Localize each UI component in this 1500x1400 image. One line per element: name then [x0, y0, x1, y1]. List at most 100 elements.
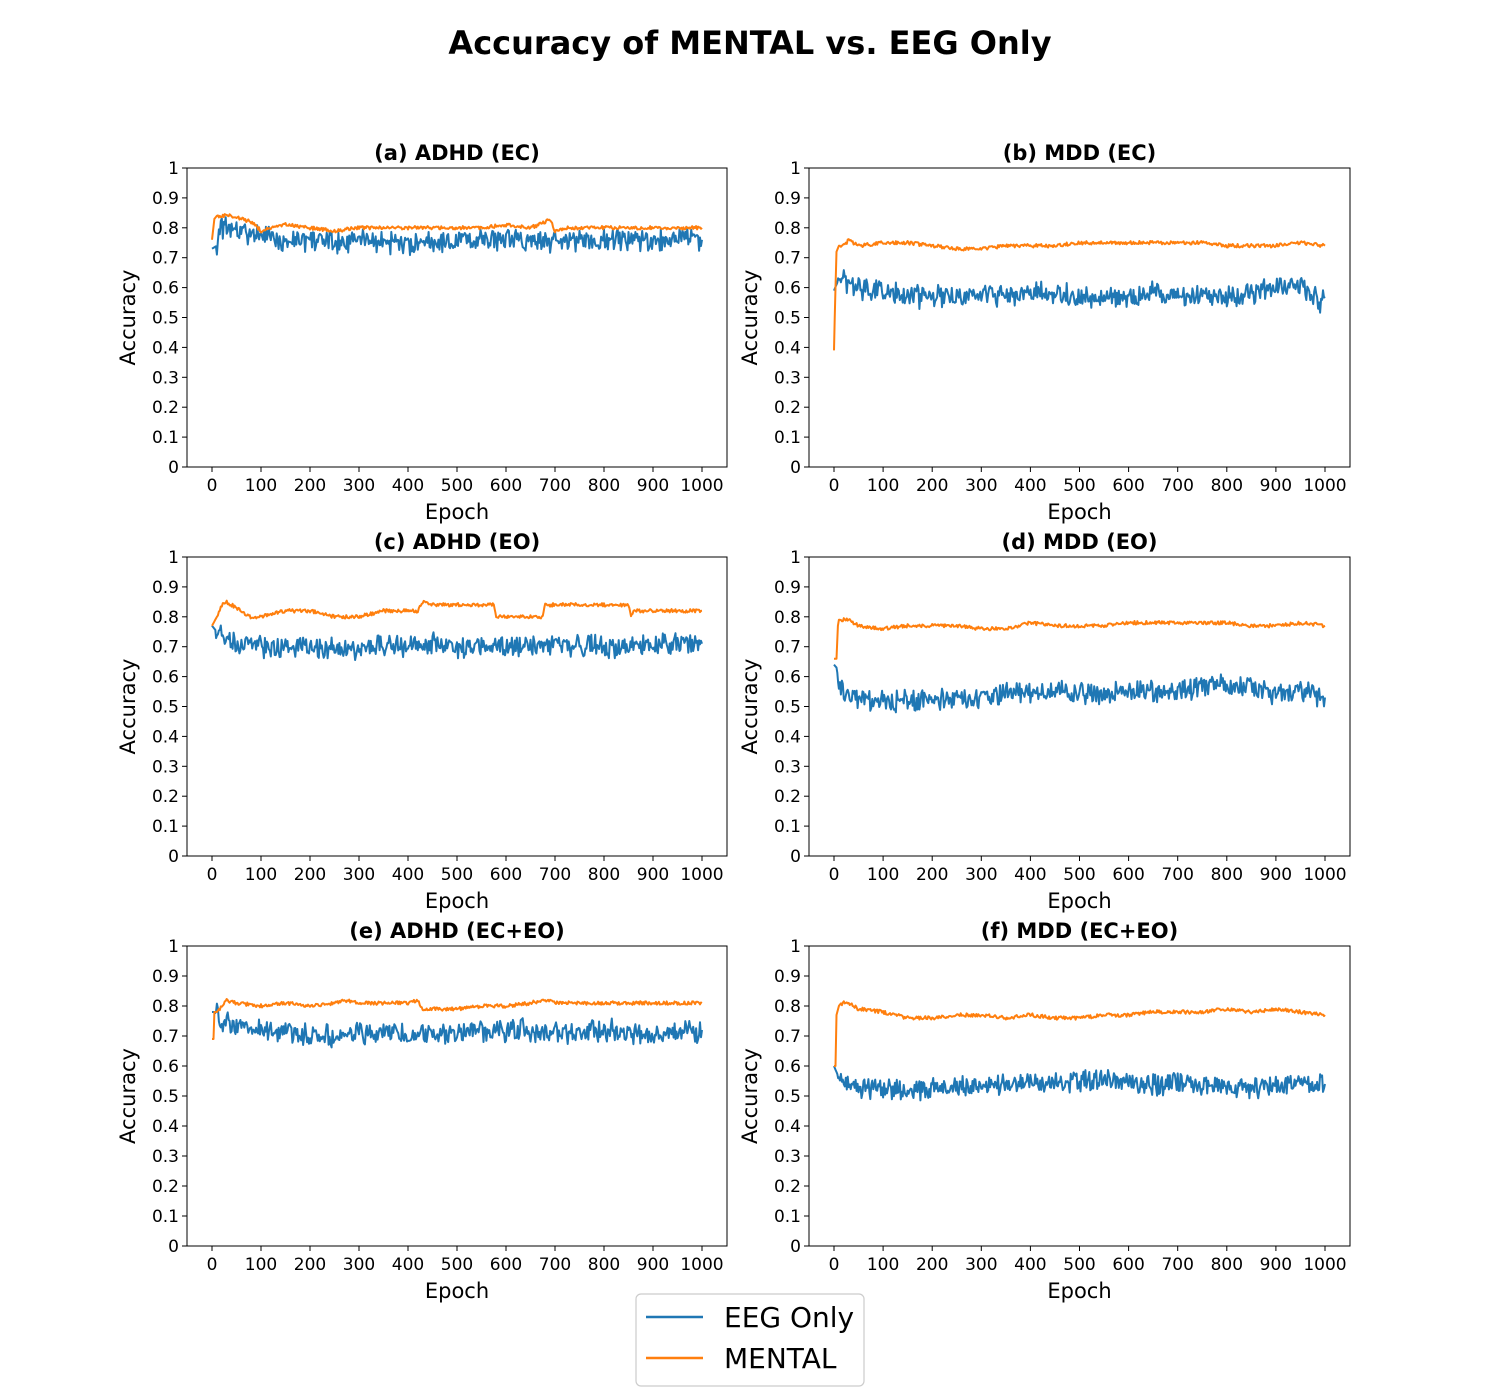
series-line-eeg-only: [211, 216, 703, 257]
x-tick-label: 900: [1260, 865, 1292, 885]
y-tick-label: 0.7: [152, 638, 179, 658]
x-tick-label: 700: [1161, 476, 1193, 496]
y-tick-label: 0.6: [774, 1057, 801, 1077]
y-tick-label: 0: [168, 1237, 179, 1257]
y-tick-label: 0.7: [774, 249, 801, 269]
x-tick-label: 100: [867, 1255, 899, 1275]
y-tick-label: 0.8: [152, 997, 179, 1017]
x-tick-label: 600: [490, 476, 522, 496]
y-tick-label: 1: [168, 548, 179, 568]
y-tick-label: 0.1: [774, 428, 801, 448]
x-axis-label: Epoch: [425, 889, 489, 913]
x-tick-label: 500: [441, 476, 473, 496]
y-tick-label: 0.3: [152, 368, 179, 388]
x-tick-label: 800: [1211, 1255, 1243, 1275]
y-tick-label: 0.2: [152, 1177, 179, 1197]
y-tick-label: 0.6: [774, 279, 801, 299]
x-tick-label: 600: [1112, 476, 1144, 496]
x-tick-label: 500: [1063, 1255, 1095, 1275]
y-tick-label: 1: [168, 159, 179, 179]
x-tick-label: 200: [916, 476, 948, 496]
x-tick-label: 400: [392, 1255, 424, 1275]
y-tick-label: 0.9: [774, 967, 801, 987]
y-tick-label: 0.1: [774, 1207, 801, 1227]
series-line-mental: [211, 998, 703, 1040]
x-tick-label: 400: [392, 865, 424, 885]
x-tick-label: 900: [637, 1255, 669, 1275]
x-tick-label: 400: [1014, 1255, 1046, 1275]
x-tick-label: 200: [294, 865, 326, 885]
y-tick-label: 0.2: [774, 398, 801, 418]
x-tick-label: 700: [1161, 1255, 1193, 1275]
x-tick-label: 0: [207, 1255, 218, 1275]
y-tick-label: 0.5: [152, 309, 179, 329]
x-tick-label: 1000: [680, 865, 723, 885]
y-tick-label: 0.5: [774, 698, 801, 718]
y-tick-label: 0.8: [774, 219, 801, 239]
series-line-mental: [833, 238, 1326, 351]
chart-panel: (c) ADHD (EO) 0 0.1 0.2 0.3 0.4 0.5 0.6 0.7 0.8 0.…: [116, 530, 728, 913]
y-tick-label: 0.3: [774, 368, 801, 388]
y-tick-label: 0.6: [152, 668, 179, 688]
x-tick-label: 200: [294, 476, 326, 496]
x-tick-label: 300: [343, 476, 375, 496]
y-tick-label: 0.9: [774, 578, 801, 598]
panel-title: (e) ADHD (EC+EO): [349, 919, 565, 943]
y-tick-label: 0.4: [774, 338, 801, 358]
panel-title: (a) ADHD (EC): [374, 141, 540, 165]
x-tick-label: 100: [245, 865, 277, 885]
y-tick-label: 0.3: [152, 757, 179, 777]
y-tick-label: 0.8: [152, 219, 179, 239]
x-tick-label: 1000: [1303, 476, 1346, 496]
legend: EEG Only MENTAL: [635, 1293, 865, 1387]
x-tick-label: 300: [965, 865, 997, 885]
y-tick-label: 0.4: [774, 1117, 801, 1137]
x-tick-label: 500: [441, 865, 473, 885]
y-tick-label: 1: [168, 937, 179, 957]
y-axis-label: Accuracy: [738, 1048, 762, 1144]
y-tick-label: 0.2: [152, 398, 179, 418]
x-tick-label: 100: [867, 476, 899, 496]
legend-label-eeg-only: EEG Only: [724, 1301, 854, 1334]
x-tick-label: 900: [1260, 1255, 1292, 1275]
y-axis-label: Accuracy: [116, 659, 140, 755]
x-tick-label: 800: [588, 865, 620, 885]
y-tick-label: 0.3: [152, 1147, 179, 1167]
chart-panel: (a) ADHD (EC) 0 0.1 0.2 0.3 0.4 0.5 0.6 0.7 0.8 0.…: [116, 141, 728, 524]
x-tick-label: 0: [829, 476, 840, 496]
chart-panel: (d) MDD (EO) 0 0.1 0.2 0.3 0.4 0.5 0.6 0.7 0.8 0.9…: [738, 530, 1351, 913]
x-axis-label: Epoch: [1047, 500, 1111, 524]
y-tick-label: 0.8: [774, 608, 801, 628]
y-tick-label: 1: [790, 548, 801, 568]
y-tick-label: 0.2: [774, 1177, 801, 1197]
x-tick-label: 800: [1211, 865, 1243, 885]
y-tick-label: 0.1: [152, 428, 179, 448]
legend-label-mental: MENTAL: [724, 1342, 837, 1375]
series-line-eeg-only: [833, 1065, 1326, 1102]
y-axis-label: Accuracy: [738, 270, 762, 366]
y-tick-label: 0.4: [152, 338, 179, 358]
x-tick-label: 900: [637, 865, 669, 885]
x-tick-label: 100: [245, 476, 277, 496]
y-tick-label: 0.7: [774, 638, 801, 658]
panel-title: (c) ADHD (EO): [374, 530, 540, 554]
x-tick-label: 1000: [680, 476, 723, 496]
y-tick-label: 0.4: [774, 727, 801, 747]
x-tick-label: 200: [916, 865, 948, 885]
series-line-eeg-only: [211, 624, 703, 661]
x-tick-label: 400: [392, 476, 424, 496]
x-axis-label: Epoch: [425, 1279, 489, 1303]
series-line-eeg-only: [211, 1002, 703, 1049]
figure-title: Accuracy of MENTAL vs. EEG Only: [448, 24, 1051, 62]
y-tick-label: 0.3: [774, 1147, 801, 1167]
y-tick-label: 0.9: [152, 189, 179, 209]
chart-panels: (a) ADHD (EC) 0 0.1 0.2 0.3 0.4 0.5 0.6 0.7 0.8 0.…: [116, 141, 1351, 1303]
y-tick-label: 0.4: [152, 727, 179, 747]
panel-title: (f) MDD (EC+EO): [981, 919, 1178, 943]
series-line-mental: [833, 1000, 1326, 1067]
y-tick-label: 0.8: [774, 997, 801, 1017]
y-tick-label: 0: [790, 458, 801, 478]
y-tick-label: 0.2: [152, 787, 179, 807]
x-tick-label: 400: [1014, 476, 1046, 496]
y-tick-label: 0.5: [152, 698, 179, 718]
